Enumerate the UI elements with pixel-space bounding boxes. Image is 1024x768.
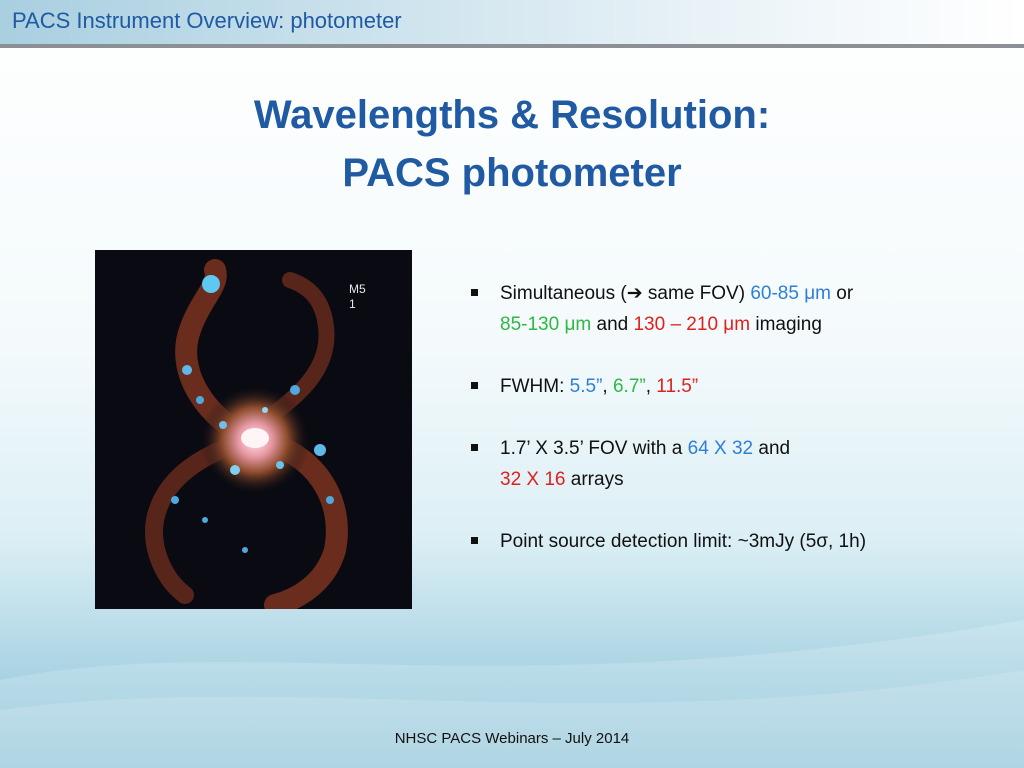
fwhm-blue: 5.5” (569, 376, 603, 397)
bullet-text: Point source detection limit: ~3mJy (5σ,… (500, 531, 867, 552)
header-bar: PACS Instrument Overview: photometer (0, 0, 1024, 48)
bullet-text: Simultaneous ( (500, 283, 627, 304)
arrow-icon: ➔ (626, 283, 643, 304)
bullet-fov: 1.7’ X 3.5’ FOV with a 64 X 32 and 32 X … (468, 433, 988, 495)
bullet-simultaneous: Simultaneous (➔ same FOV) 60-85 μm or 85… (468, 278, 988, 340)
bullet-text: same FOV) (642, 283, 751, 304)
bullet-fwhm: FWHM: 5.5”, 6.7”, 11.5” (468, 371, 988, 402)
slide-title-line1: Wavelengths & Resolution: (253, 93, 771, 137)
band-red: 130 – 210 μm (633, 314, 751, 335)
bullet-text: and (753, 438, 791, 459)
galaxy-label: M51 (349, 282, 366, 311)
bullet-text: arrays (565, 469, 624, 490)
fwhm-green: 6.7” (612, 376, 646, 397)
array-red: 32 X 16 (500, 469, 566, 490)
galaxy-image: M51 (95, 250, 412, 609)
footer: NHSC PACS Webinars – July 2014 (394, 730, 630, 747)
band-blue: 60-85 μm (750, 283, 831, 304)
header-title: PACS Instrument Overview: photometer (12, 8, 402, 33)
fwhm-red: 11.5” (656, 376, 699, 397)
bullet-text: or (831, 283, 854, 304)
bullet-text: FWHM: (500, 376, 570, 397)
slide-title: Wavelengths & Resolution: PACS photomete… (0, 86, 1024, 202)
bullet-text: 1.7’ X 3.5’ FOV with a (500, 438, 688, 459)
separator: , (645, 376, 657, 397)
bullet-text: and (591, 314, 634, 335)
array-blue: 64 X 32 (687, 438, 754, 459)
band-green: 85-130 μm (500, 314, 592, 335)
bullet-detection-limit: Point source detection limit: ~3mJy (5σ,… (468, 526, 988, 557)
slide-title-line2: PACS photometer (342, 151, 682, 195)
bullet-text: imaging (750, 314, 822, 335)
separator: , (602, 376, 613, 397)
bullet-list: Simultaneous (➔ same FOV) 60-85 μm or 85… (468, 278, 988, 588)
